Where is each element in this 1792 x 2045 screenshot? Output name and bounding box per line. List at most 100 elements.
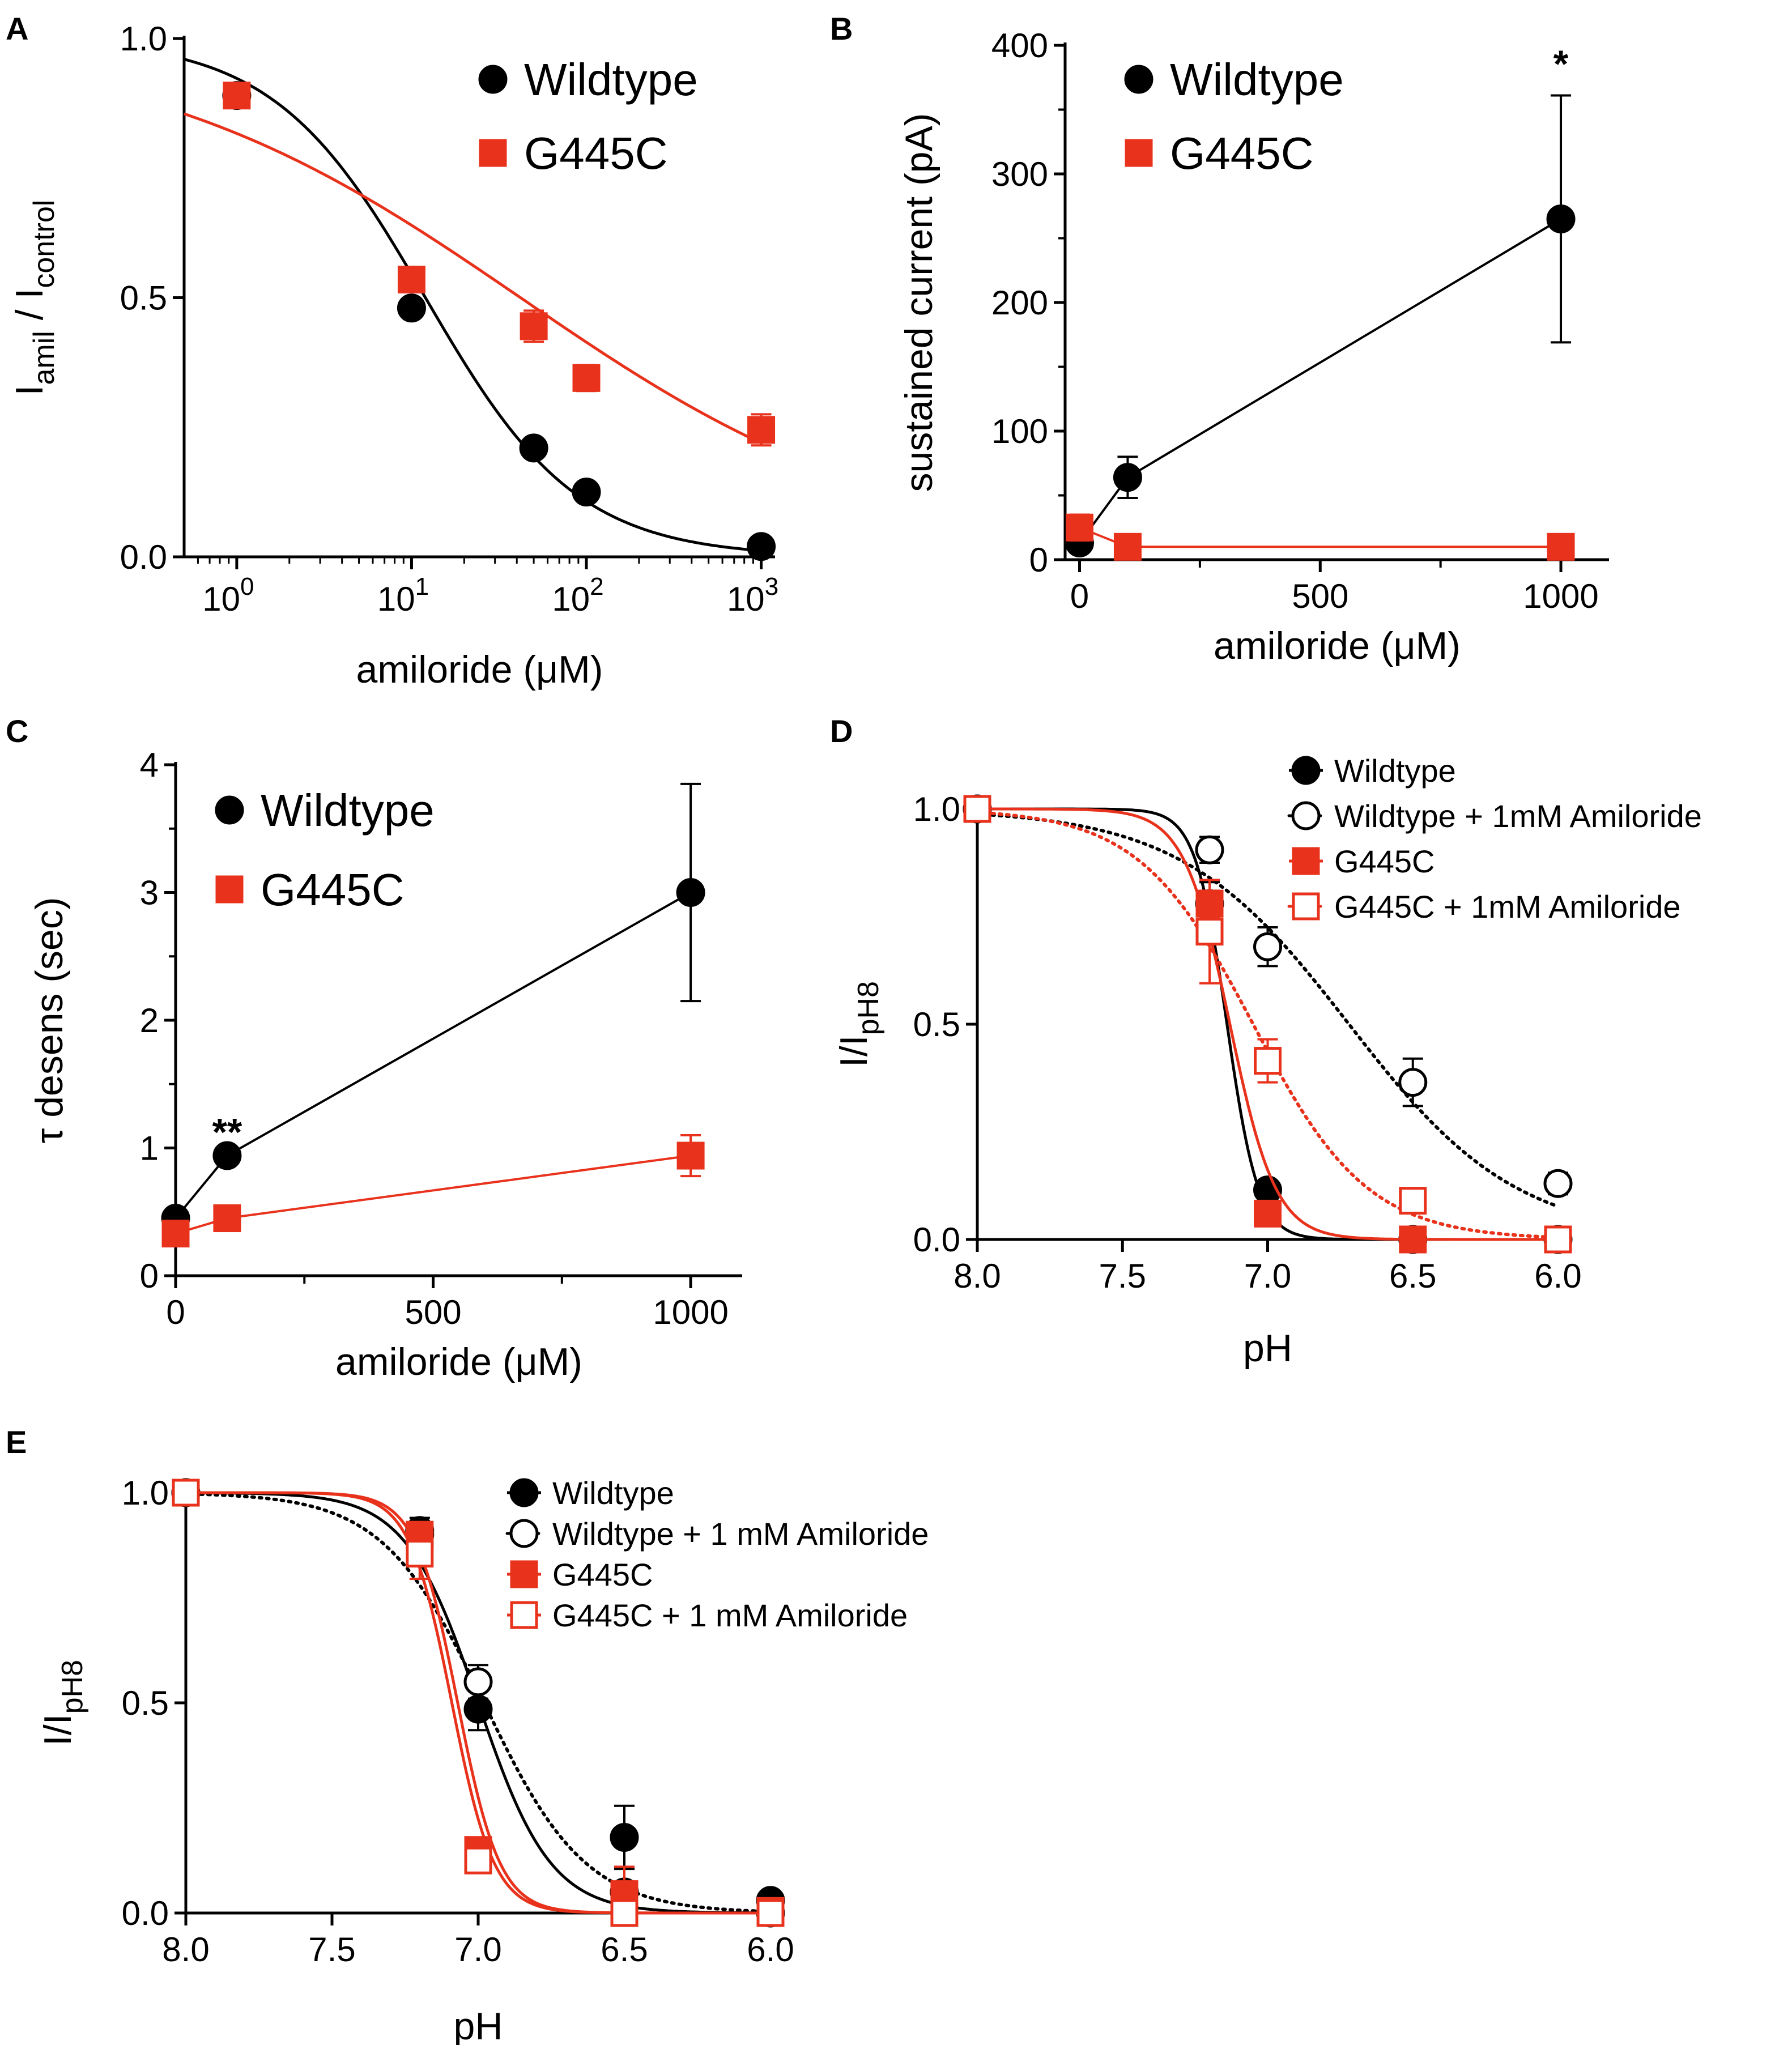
- y-axis-title: I/IpH8: [36, 1660, 89, 1746]
- legend-item: Wildtype + 1mM Amiloride: [1287, 798, 1702, 834]
- fit-curve: [184, 112, 764, 445]
- data-point: [1065, 513, 1093, 542]
- data-point: [1399, 1225, 1427, 1254]
- x-tick-label: 0: [1070, 577, 1089, 615]
- legend-item: G445C: [507, 1557, 653, 1592]
- legend-item: Wildtype: [478, 54, 698, 105]
- legend-marker: [1292, 892, 1320, 921]
- x-tick-label: 1000: [653, 1293, 728, 1331]
- y-tick-label: 0: [1029, 541, 1048, 579]
- series-g445c: [184, 82, 776, 447]
- data-point: [676, 1141, 705, 1170]
- legend-marker: [215, 875, 244, 904]
- legend-label: Wildtype: [1170, 54, 1344, 105]
- panel-letter-d: D: [830, 713, 853, 749]
- series-line: [1078, 218, 1562, 544]
- y-axis-title: τ desens (sec): [28, 897, 71, 1143]
- legend-marker: [215, 795, 244, 825]
- legend-label: Wildtype: [524, 54, 698, 105]
- y-tick-label: 0.5: [913, 1006, 960, 1043]
- y-title-sub: amil: [28, 331, 61, 385]
- x-tick-label: 0: [166, 1293, 185, 1331]
- y-tick-label: 300: [991, 155, 1048, 193]
- legend-marker: [1291, 756, 1321, 785]
- x-tick-label: 101: [377, 573, 429, 618]
- x-tick-label: 7.0: [1244, 1257, 1291, 1295]
- legend-item: G445C + 1 mM Amiloride: [507, 1597, 908, 1633]
- x-tick-label: 100: [202, 573, 254, 618]
- legend-item: Wildtype + 1 mM Amiloride: [505, 1516, 929, 1552]
- legend-label: G445C: [1334, 843, 1435, 879]
- chart-panel-d: D 0.0 0.5 1.0 8.0 7.5 7.0 6.5 6.0 pH I/IpH8 Wildtyp…: [830, 713, 1702, 1370]
- x-tick-label: 6.0: [747, 1931, 794, 1969]
- legend-marker: [509, 1519, 539, 1548]
- series-line: [1079, 526, 1561, 548]
- y-title-sub2: control: [28, 200, 61, 288]
- x-tick-label: 6.5: [1389, 1257, 1436, 1295]
- series-g445c-1-mm-amiloride: [172, 1479, 785, 1927]
- legend-label: G445C: [1170, 128, 1313, 178]
- y-title-sub: pH8: [852, 981, 885, 1035]
- data-point: [213, 1204, 241, 1233]
- significance-marker: *: [1553, 42, 1569, 86]
- fit-curve: [977, 807, 1558, 1241]
- data-point: [172, 1479, 200, 1507]
- data-point: [464, 1846, 492, 1874]
- data-point: [963, 795, 991, 823]
- data-point: [397, 265, 425, 293]
- fit-curve: [976, 812, 1560, 1208]
- data-point: [463, 1667, 493, 1697]
- chart-panel-e: E 0.0 0.5 1.0 8.0 7.5 7.0 6.5 6.0 pH I/IpH8 Wildtyp…: [6, 1424, 929, 2045]
- legend-item: G445C: [1289, 843, 1435, 879]
- fit-curve: [184, 58, 763, 552]
- x-tick-label: 103: [727, 573, 778, 618]
- legend-item: G445C: [479, 128, 667, 178]
- data-point: [1543, 1169, 1573, 1198]
- series-wildtype: [963, 794, 1573, 1254]
- y-axis-title: I/IpH8: [832, 981, 885, 1067]
- y-tick-label: 1: [140, 1130, 159, 1168]
- y-tick-label: 0.0: [913, 1221, 960, 1259]
- x-tick-label: 7.0: [454, 1931, 501, 1969]
- x-tick-exponent: 0: [240, 573, 254, 600]
- y-title-main: I: [8, 385, 51, 396]
- y-tick-label: 0.5: [122, 1684, 169, 1722]
- x-tick-base: 10: [202, 580, 240, 618]
- y-title-main: I/I: [832, 1035, 875, 1067]
- x-axis-title: pH: [454, 2005, 503, 2045]
- legend-marker: [479, 139, 507, 167]
- legend-marker: [1125, 139, 1153, 167]
- data-point: [610, 1899, 639, 1927]
- legend-label: Wildtype + 1 mM Amiloride: [552, 1516, 929, 1552]
- x-tick-label: 500: [405, 1293, 461, 1331]
- legend-marker: [478, 65, 508, 94]
- legend-item: G445C: [215, 864, 404, 915]
- data-point: [756, 1899, 785, 1927]
- x-tick-label: 7.5: [1099, 1257, 1146, 1295]
- data-point: [1398, 1068, 1428, 1097]
- legend-item: G445C: [1125, 128, 1313, 178]
- x-axis-title: pH: [1243, 1327, 1292, 1370]
- x-tick-label: 102: [552, 573, 603, 618]
- x-axis-title: amiloride (μM): [356, 648, 603, 691]
- legend-label: Wildtype: [552, 1475, 674, 1511]
- panel-letter-b: B: [830, 11, 853, 46]
- data-point: [519, 433, 548, 463]
- data-point: [1547, 532, 1575, 561]
- legend-marker: [1291, 801, 1321, 830]
- legend-item: Wildtype: [1289, 753, 1456, 789]
- data-point: [1113, 463, 1142, 492]
- y-tick-label: 400: [991, 27, 1048, 65]
- data-point: [1254, 1199, 1282, 1228]
- x-tick-base: 10: [727, 580, 765, 618]
- data-point: [1399, 1187, 1427, 1215]
- data-point: [1253, 932, 1282, 961]
- data-point: [572, 364, 601, 392]
- legend-marker: [509, 1478, 539, 1507]
- panel-letter-c: C: [6, 713, 28, 749]
- x-tick-base: 10: [552, 580, 590, 618]
- series-line: [174, 891, 692, 1219]
- y-tick-label: 1.0: [913, 790, 960, 828]
- legend-label: G445C: [552, 1557, 653, 1592]
